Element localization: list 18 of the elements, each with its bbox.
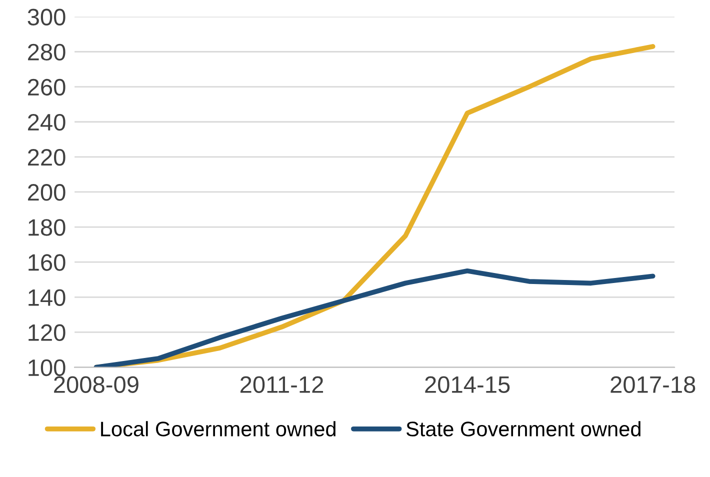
y-tick-label: 100 bbox=[28, 359, 66, 376]
y-tick-label: 140 bbox=[28, 289, 66, 306]
y-tick-label: 200 bbox=[28, 184, 66, 201]
y-tick-label: 260 bbox=[28, 78, 66, 96]
legend-label: State Government owned bbox=[406, 421, 640, 436]
y-tick-label: 220 bbox=[28, 149, 66, 166]
x-tick-label: 2017-18 bbox=[610, 376, 696, 393]
y-tick-label: 160 bbox=[28, 254, 66, 271]
line-series bbox=[94, 268, 656, 368]
y-tick-label: 280 bbox=[28, 44, 66, 61]
y-tick-label: 120 bbox=[28, 324, 66, 342]
x-tick-label: 2008-09 bbox=[54, 376, 138, 393]
x-tick-label: 2011-12 bbox=[240, 376, 324, 393]
x-tick-label: 2014-15 bbox=[425, 376, 510, 393]
y-tick-label: 300 bbox=[28, 8, 66, 26]
y-tick-label: 180 bbox=[28, 219, 66, 236]
legend-label: Local Government owned bbox=[101, 421, 336, 436]
y-tick-label: 240 bbox=[28, 114, 66, 131]
